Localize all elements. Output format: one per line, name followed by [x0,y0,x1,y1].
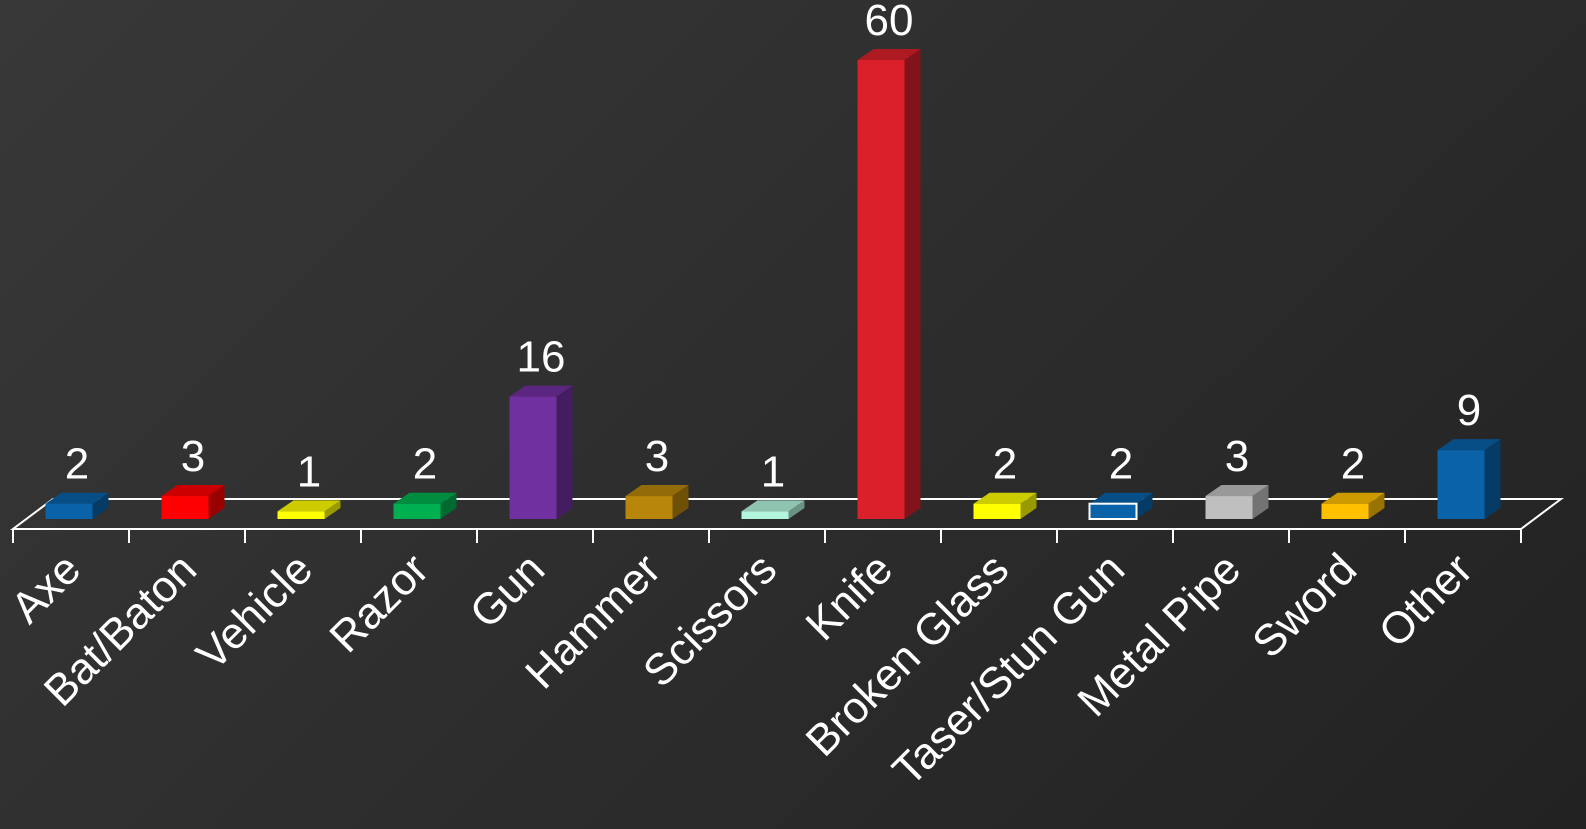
bar-front-face [973,503,1021,519]
bar-top-face [1089,492,1153,504]
bar-knife [857,49,921,519]
bar-hammer [625,485,689,519]
bar-broken-glass [973,492,1037,519]
data-label: 9 [1457,386,1481,435]
bar-front-face [625,496,673,519]
bar-top-face [393,492,457,504]
data-label: 2 [1341,440,1365,489]
bar-side-face [1368,492,1385,519]
chart-floor [10,498,1564,543]
category-label: Axe [2,544,90,632]
category-label: Razor [320,544,438,662]
bar-metal-pipe [1205,485,1269,519]
bar-front-face [857,60,905,519]
bar-side-face [324,500,341,519]
bar-top-face [625,485,689,497]
category-label: Broken Glass [797,544,1018,765]
chart-value-labels: 2 3 1 2 16 3 1 60 2 2 3 2 9 [65,0,1481,496]
bar-front-face [509,396,557,519]
bar-top-face [741,500,805,512]
data-label: 3 [1225,432,1249,481]
data-label: 2 [65,440,89,489]
category-label: Sword [1243,544,1366,667]
bar-side-face [556,385,573,519]
bar-front-face [161,496,209,519]
bar-other [1437,439,1501,519]
bar-top-face [161,485,225,497]
data-label: 3 [181,432,205,481]
data-label: 1 [297,447,321,496]
bar-top-face [509,385,573,397]
bar-front-face [741,511,789,519]
bar-top-face [45,492,109,504]
bar-side-face [672,485,689,519]
bar-taser-stun-gun [1088,492,1153,521]
bar-side-face [440,492,457,519]
bar-front-face [393,503,441,519]
bar-top-face [1205,485,1269,497]
bar-top-face [973,492,1037,504]
bar-vehicle [277,500,341,519]
bar-sword [1321,492,1385,519]
data-label: 60 [865,0,914,45]
data-label: 2 [993,440,1017,489]
bar-front-face [1321,503,1369,519]
bar-front-face [1437,450,1485,519]
bar-top-face [857,49,921,60]
bar-side-face [788,500,805,519]
bar-side-face [1020,492,1037,519]
bar-scissors [741,500,805,519]
chart-bars [45,49,1501,521]
bar-top-face [277,500,341,512]
bar-top-face [1321,492,1385,504]
bar-side-face [1136,492,1153,519]
category-label: Other [1370,544,1482,656]
bar-side-face [1484,439,1501,519]
bar-gun [509,385,573,519]
data-label: 2 [413,440,437,489]
bar-top-face [1437,439,1501,451]
floor-plane [10,498,1564,530]
data-label: 3 [645,432,669,481]
category-label: Gun [461,544,554,637]
bar-axe [45,492,109,519]
bar-front-face [1088,502,1138,521]
bar-side-face [904,49,921,519]
bar-razor [393,492,457,519]
data-label: 2 [1109,440,1133,489]
bar-bat-baton [161,485,225,519]
bar-side-face [92,492,109,519]
category-label: Knife [797,544,903,650]
bar-side-face [1252,485,1269,519]
bar-front-face [1205,496,1253,519]
category-label: Vehicle [187,544,322,679]
bar-front-face [277,511,325,519]
bar-front-face [45,503,93,519]
bar-side-face [208,485,225,519]
data-label: 16 [517,333,566,382]
data-label: 1 [761,447,785,496]
